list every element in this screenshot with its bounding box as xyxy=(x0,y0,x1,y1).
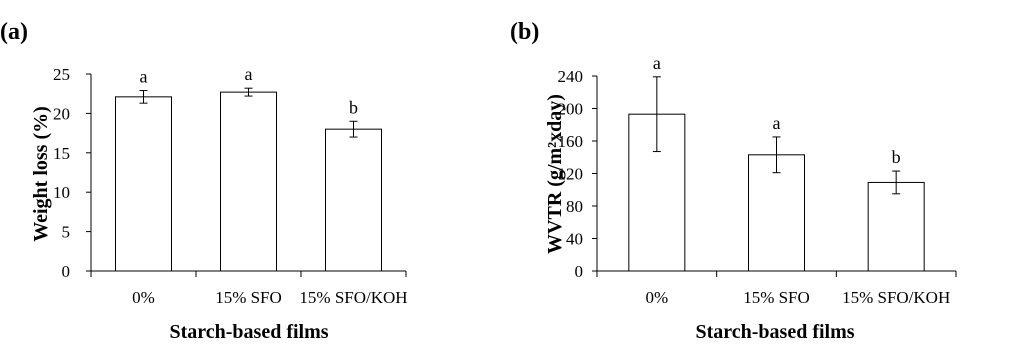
significance-label-a: a xyxy=(140,67,148,87)
y-tick-label-b: 0 xyxy=(575,262,584,281)
bar-a xyxy=(325,128,382,272)
y-axis-title-b: WVTR (g/m²xday) xyxy=(544,94,566,254)
x-tick-label-b: 15% SFO xyxy=(743,288,810,307)
chart-panel-b: (b) WVTR (g/m²xday) Starch-based films 0… xyxy=(510,19,957,343)
y-tick-label-b: 120 xyxy=(558,165,584,184)
x-tick-label-b: 15% SFO/KOH xyxy=(842,288,950,307)
y-tick-label-a: 15 xyxy=(53,144,70,163)
y-tick-label-a: 0 xyxy=(62,262,71,281)
x-tick-label-a: 0% xyxy=(132,288,155,307)
chart-panel-a: (a) Weight loss (%) Starch-based films 0… xyxy=(0,19,408,343)
y-tick-label-a: 10 xyxy=(53,183,70,202)
plot-area-b: 0 40 80 120 160 200 240 a 0% a 15% SFO b 15% SFO/KOH xyxy=(558,53,957,307)
significance-label-b: a xyxy=(773,113,781,133)
y-axis-title-a: Weight loss (%) xyxy=(30,106,52,242)
significance-label-a: b xyxy=(349,97,358,117)
significance-label-b: a xyxy=(653,53,661,73)
panel-label-b: (b) xyxy=(510,19,539,45)
y-tick-label-b: 160 xyxy=(558,132,584,151)
x-tick-label-a: 15% SFO/KOH xyxy=(299,288,407,307)
bar-b xyxy=(867,181,925,272)
significance-label-b: b xyxy=(892,147,901,167)
y-tick-label-a: 5 xyxy=(62,223,71,242)
bar-a xyxy=(115,96,172,272)
y-tick-label-b: 240 xyxy=(558,67,584,86)
panel-label-a: (a) xyxy=(0,19,28,45)
y-tick-label-a: 20 xyxy=(53,104,70,123)
x-axis-title-a: Starch-based films xyxy=(169,321,328,343)
y-tick-label-a: 25 xyxy=(53,65,70,84)
y-tick-label-b: 40 xyxy=(566,230,583,249)
significance-label-a: a xyxy=(245,64,253,84)
x-axis-title-b: Starch-based films xyxy=(695,321,854,343)
x-tick-label-a: 15% SFO xyxy=(215,288,282,307)
plot-area-a: 0 5 10 15 20 25 a 0% a 15% SFO b 15% SFO/KOH xyxy=(53,64,408,307)
bar-a xyxy=(220,91,277,272)
y-tick-label-b: 80 xyxy=(566,197,583,216)
y-tick-label-b: 200 xyxy=(558,100,584,119)
x-tick-label-b: 0% xyxy=(645,288,668,307)
